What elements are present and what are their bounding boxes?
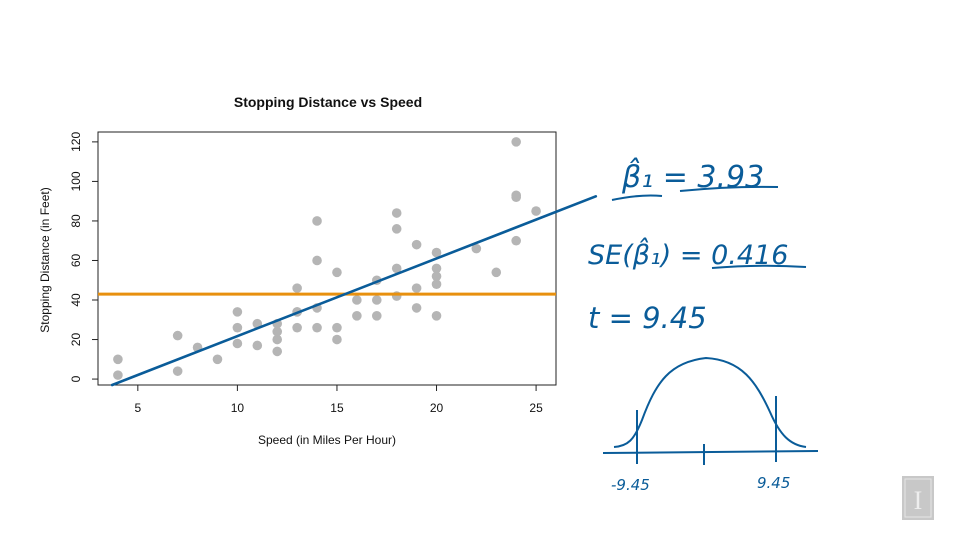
beta-underline xyxy=(611,185,779,201)
logo-box xyxy=(902,476,934,520)
logo-glyph: I xyxy=(914,486,923,515)
x-axis-label: Speed (in Miles Per Hour) xyxy=(258,433,396,447)
data-point xyxy=(391,208,402,218)
y-tick-label: 120 xyxy=(69,132,83,152)
data-point xyxy=(511,137,521,147)
data-point xyxy=(272,326,283,337)
data-point xyxy=(113,354,123,365)
data-point xyxy=(172,330,183,341)
data-point xyxy=(292,322,302,333)
plot-frame xyxy=(97,131,557,386)
data-point xyxy=(312,255,322,266)
t-axis-line xyxy=(602,450,819,454)
data-point xyxy=(511,190,521,201)
data-point xyxy=(172,366,183,376)
t-distribution-sketch: -9.45 9.45 xyxy=(602,356,819,494)
data-point xyxy=(292,283,302,293)
data-point xyxy=(411,239,422,250)
data-point xyxy=(411,283,422,293)
y-tick-label: 20 xyxy=(69,333,83,347)
y-tick-label: 60 xyxy=(69,253,83,267)
data-point xyxy=(371,295,382,305)
data-point xyxy=(391,263,402,274)
x-tick-label: 20 xyxy=(430,401,444,415)
data-point xyxy=(272,334,283,345)
data-point xyxy=(491,267,502,278)
se-underline xyxy=(711,264,807,269)
university-logo: I xyxy=(902,476,934,520)
logo-inner xyxy=(904,478,932,518)
data-point xyxy=(531,206,541,216)
data-point xyxy=(232,338,243,349)
data-point xyxy=(312,216,322,226)
data-point xyxy=(431,263,442,274)
beta-estimate-annotation: β̂₁ = 3.93 xyxy=(621,157,764,195)
data-point xyxy=(431,279,442,289)
data-point xyxy=(471,243,482,254)
x-tick-label: 10 xyxy=(231,401,245,415)
pos-critical-label: 9.45 xyxy=(757,474,790,492)
y-tick-label: 40 xyxy=(69,293,83,307)
data-point xyxy=(332,334,342,345)
y-tick-label: 0 xyxy=(69,375,83,382)
data-point xyxy=(113,370,123,380)
data-point xyxy=(352,295,362,305)
regression-line xyxy=(110,195,598,387)
x-axis: 5 10 15 20 25 xyxy=(134,385,543,415)
neg-critical-label: -9.45 xyxy=(611,476,650,494)
data-point xyxy=(232,322,243,333)
data-point xyxy=(272,346,283,357)
y-axis: 0 20 40 60 80 100 120 xyxy=(69,132,98,382)
data-point xyxy=(511,235,521,246)
y-tick-label: 80 xyxy=(69,214,83,228)
data-point xyxy=(252,340,263,351)
t-density-curve xyxy=(613,356,807,448)
data-point xyxy=(431,311,442,321)
data-point xyxy=(332,267,342,278)
data-point xyxy=(391,224,402,234)
data-point xyxy=(212,354,223,365)
y-tick-label: 100 xyxy=(69,171,83,191)
x-tick-label: 5 xyxy=(134,401,141,415)
data-point xyxy=(431,271,442,282)
data-point xyxy=(312,322,322,333)
scatter-points xyxy=(113,137,541,380)
data-point xyxy=(371,311,382,321)
data-point xyxy=(352,311,362,321)
chart-title: Stopping Distance vs Speed xyxy=(234,94,422,110)
x-tick-label: 15 xyxy=(330,401,344,415)
data-point xyxy=(431,247,442,258)
data-point xyxy=(411,303,422,313)
y-axis-label: Stopping Distance (in Feet) xyxy=(38,187,52,332)
data-point xyxy=(332,322,342,333)
x-tick-label: 25 xyxy=(529,401,543,415)
data-point xyxy=(232,307,243,317)
t-statistic-annotation: t = 9.45 xyxy=(588,301,707,335)
